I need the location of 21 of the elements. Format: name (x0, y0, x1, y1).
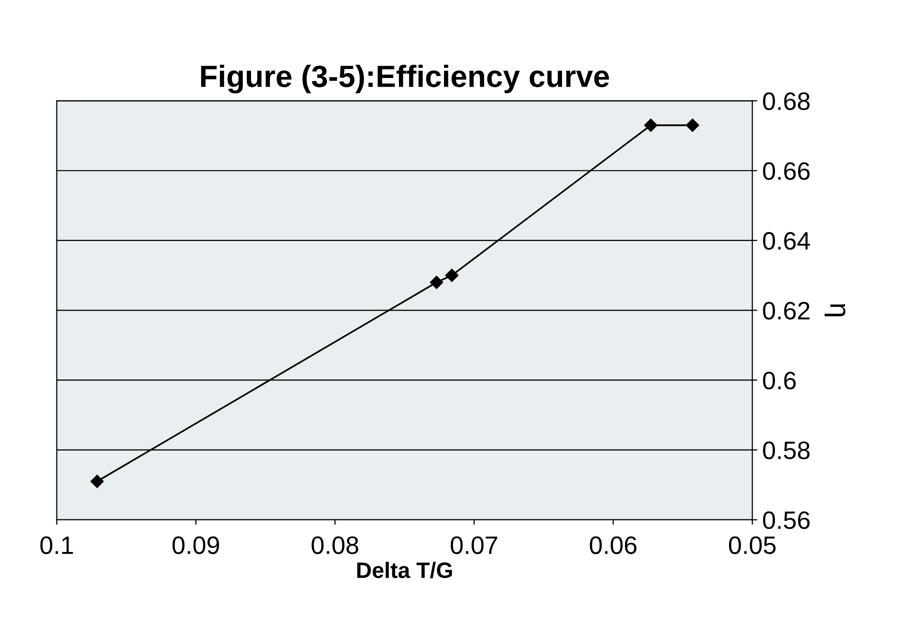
point (90, 474, 104, 488)
y-axis-title: η (824, 304, 846, 316)
point (686, 118, 700, 132)
x-tick-label: 0.06 (590, 536, 636, 554)
point (644, 118, 658, 132)
x-tick-label: 0.05 (728, 536, 776, 554)
y-tick-label: 0.6 (763, 372, 796, 390)
y-tick-label: 0.62 (763, 302, 810, 320)
point (445, 268, 458, 282)
y-tick-label: 0.66 (763, 162, 810, 180)
x-tick-label: 0.08 (312, 536, 358, 554)
x-axis-title: Delta T/G (357, 562, 452, 578)
x-tick-label: 0.07 (450, 536, 498, 554)
y-tick-label: 0.56 (763, 511, 810, 530)
x-tick-label: 0.1 (40, 536, 73, 554)
x-tick-label: 0.09 (172, 536, 220, 554)
point (430, 276, 444, 289)
y-tick-label: 0.68 (763, 92, 810, 110)
y-tick-label: 0.64 (763, 232, 810, 250)
chart-title: Figure (3-5):Efficiency curve (201, 64, 609, 94)
y-tick-label: 0.58 (763, 442, 810, 460)
